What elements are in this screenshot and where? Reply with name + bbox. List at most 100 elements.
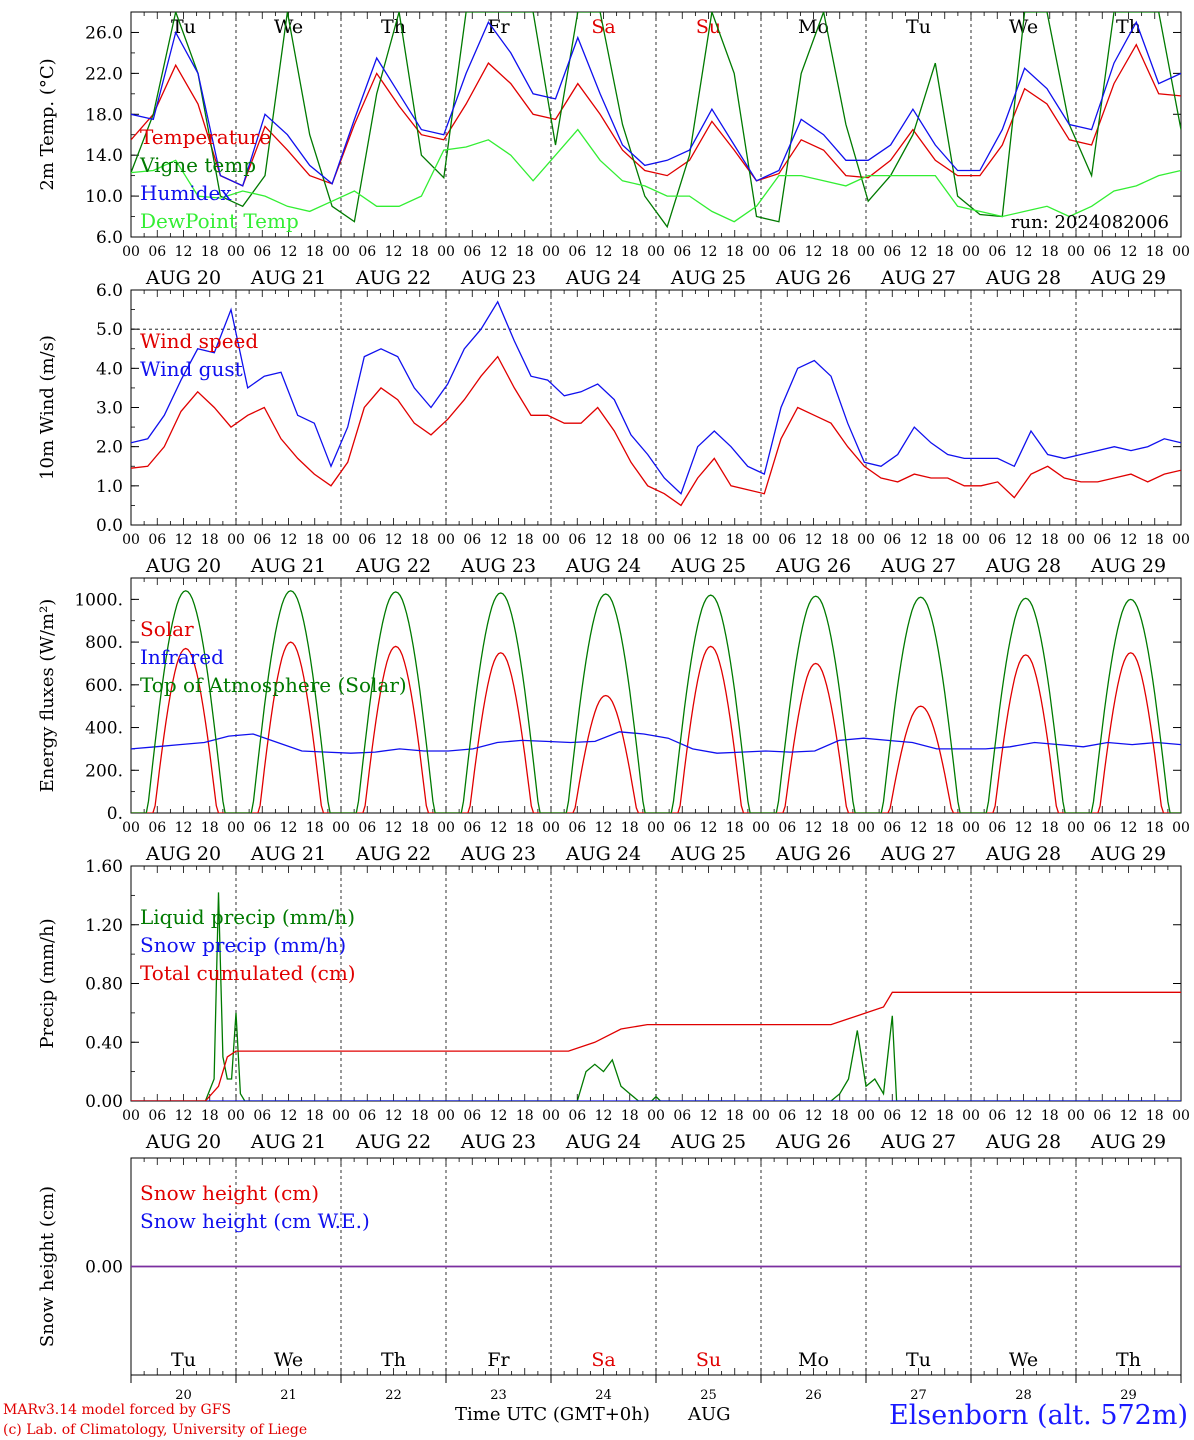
hour-tick-label: 18 <box>306 820 324 836</box>
hour-tick-label: 00 <box>1172 532 1190 548</box>
date-label: AUG 28 <box>985 555 1061 577</box>
legend-entry: Vigne temp <box>139 153 256 177</box>
hour-tick-label: 18 <box>726 244 744 260</box>
hour-tick-label: 00 <box>1172 244 1190 260</box>
hour-tick-label: 00 <box>437 244 455 260</box>
y-axis-label: Energy fluxes (W/m²) <box>37 599 58 793</box>
hour-tick-label: 12 <box>805 532 823 548</box>
weekday-label: Th <box>381 16 406 38</box>
date-label: AUG 20 <box>145 555 221 577</box>
hour-tick-label: 00 <box>1067 244 1085 260</box>
hour-tick-label: 06 <box>358 532 376 548</box>
copyright-line: (c) Lab. of Climatology, University of L… <box>3 1422 308 1438</box>
hour-tick-label: 06 <box>148 532 166 548</box>
weekday-label: We <box>274 1349 303 1371</box>
hour-tick-label: 18 <box>1041 532 1059 548</box>
hour-tick-label: 06 <box>568 820 586 836</box>
date-label: AUG 20 <box>145 1131 221 1153</box>
hour-tick-label: 00 <box>752 820 770 836</box>
date-label: AUG 20 <box>145 267 221 289</box>
hour-tick-label: 00 <box>437 532 455 548</box>
hour-tick-label: 12 <box>805 1108 823 1124</box>
meteogram: 26.0 22.0 18.0 14.0 10.0 6.0 2m Temp. (°C) 00 06… <box>37 11 1190 1400</box>
hour-tick-label: 18 <box>1146 820 1164 836</box>
hour-tick-label: 06 <box>673 532 691 548</box>
hour-tick-label: 12 <box>700 820 718 836</box>
date-label: AUG 27 <box>880 1131 956 1153</box>
hour-tick-label: 12 <box>385 820 403 836</box>
legend-entry: Humidex <box>140 181 232 205</box>
date-label: AUG 21 <box>250 267 326 289</box>
hour-tick-label: 12 <box>280 532 298 548</box>
legend-entry: Snow height (cm W.E.) <box>140 1209 370 1233</box>
hour-tick-label: 00 <box>752 244 770 260</box>
hour-tick-label: 06 <box>673 244 691 260</box>
series-line <box>131 892 1181 1101</box>
hour-tick-label: 06 <box>883 820 901 836</box>
hour-tick-label: 18 <box>411 1108 429 1124</box>
date-label: AUG 25 <box>670 1131 746 1153</box>
weekday-label: Su <box>696 1349 721 1371</box>
y-tick-label: 1000. <box>74 590 123 610</box>
hour-tick-label: 18 <box>831 244 849 260</box>
y-tick-label: 5.0 <box>96 320 123 340</box>
hour-tick-label: 12 <box>490 820 508 836</box>
hour-tick-label: 18 <box>726 532 744 548</box>
day-number: 27 <box>910 1388 927 1400</box>
weekday-label: Th <box>1116 1349 1141 1371</box>
series-line <box>131 641 1181 813</box>
hour-tick-label: 00 <box>752 532 770 548</box>
hour-tick-label: 06 <box>883 532 901 548</box>
hour-tick-label: 12 <box>280 820 298 836</box>
hour-tick-label: 12 <box>175 244 193 260</box>
hour-tick-label: 18 <box>411 532 429 548</box>
day-number: 23 <box>490 1388 507 1400</box>
hour-tick-label: 12 <box>700 532 718 548</box>
hour-tick-label: 12 <box>595 820 613 836</box>
legend-entry: Total cumulated (cm) <box>140 961 356 985</box>
y-tick-label: 18.0 <box>85 105 123 125</box>
y-tick-label: 0.80 <box>85 975 123 995</box>
legend-entry: Temperature <box>140 125 271 149</box>
hour-tick-label: 06 <box>253 532 271 548</box>
hour-tick-label: 00 <box>227 820 245 836</box>
hour-tick-label: 00 <box>122 820 140 836</box>
hour-tick-label: 12 <box>1015 532 1033 548</box>
run-label: run: 2024082006 <box>1011 212 1169 233</box>
hour-tick-label: 00 <box>1172 820 1190 836</box>
day-number: 24 <box>595 1388 612 1400</box>
series-line <box>131 20 1181 187</box>
date-label: AUG 29 <box>1090 555 1166 577</box>
date-label: AUG 23 <box>460 1131 536 1153</box>
date-label: AUG 23 <box>460 555 536 577</box>
legend-entry: Wind gust <box>140 357 243 381</box>
weekday-label: We <box>274 16 303 38</box>
day-number: 28 <box>1015 1388 1032 1400</box>
day-number: 20 <box>175 1388 192 1400</box>
hour-tick-label: 18 <box>621 1108 639 1124</box>
hour-tick-label: 00 <box>122 1108 140 1124</box>
weekday-label: Mo <box>798 16 829 38</box>
hour-tick-label: 18 <box>726 820 744 836</box>
model-line: MARv3.14 model forced by GFS <box>3 1402 232 1418</box>
y-tick-label: 0.00 <box>85 1092 123 1112</box>
hour-tick-label: 06 <box>358 820 376 836</box>
hour-tick-label: 00 <box>647 244 665 260</box>
hour-tick-label: 12 <box>490 532 508 548</box>
hour-tick-label: 18 <box>201 1108 219 1124</box>
hour-tick-label: 12 <box>595 1108 613 1124</box>
legend-entry: Liquid precip (mm/h) <box>140 905 355 929</box>
hour-tick-label: 12 <box>1120 1108 1138 1124</box>
weekday-label: We <box>1009 1349 1038 1371</box>
hour-tick-label: 06 <box>358 244 376 260</box>
y-tick-label: 400. <box>85 719 123 739</box>
hour-tick-label: 00 <box>962 820 980 836</box>
date-label: AUG 29 <box>1090 843 1166 865</box>
y-tick-label: 22.0 <box>85 64 123 84</box>
y-tick-label: 6.0 <box>96 281 123 301</box>
series-line <box>131 128 1181 223</box>
weekday-label: Th <box>381 1349 406 1371</box>
hour-tick-label: 12 <box>1120 244 1138 260</box>
hour-tick-label: 06 <box>778 244 796 260</box>
legend-entry: Wind speed <box>140 329 258 353</box>
